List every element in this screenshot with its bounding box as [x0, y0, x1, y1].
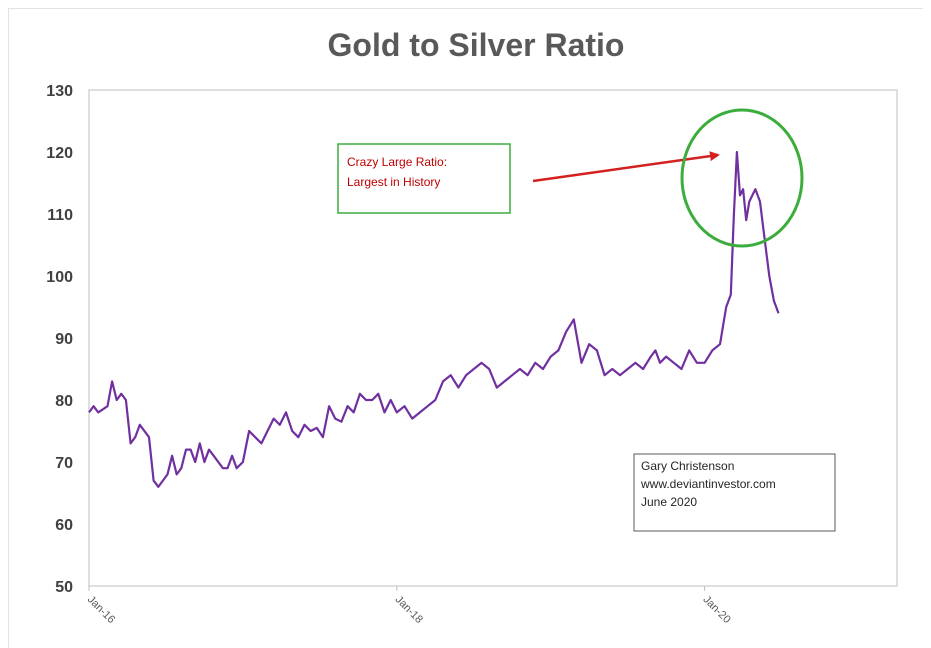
x-axis-ticks: Jan-16 Jan-18 Jan-20 — [85, 586, 733, 626]
credit-text-line-2: www.deviantinvestor.com — [640, 477, 776, 491]
y-tick-label: 120 — [46, 145, 73, 162]
callout-arrow — [532, 151, 720, 183]
chart-frame — [8, 8, 923, 648]
y-tick-label: 70 — [55, 455, 73, 472]
x-tick-label: Jan-16 — [85, 594, 117, 626]
y-axis-ticks: 50 60 70 80 90 100 110 120 130 — [46, 83, 73, 596]
x-tick-label: Jan-20 — [700, 594, 732, 626]
highlight-circle — [680, 108, 804, 248]
y-tick-label: 90 — [55, 331, 73, 348]
x-tick-label: Jan-18 — [393, 594, 425, 626]
y-tick-label: 60 — [55, 517, 73, 534]
y-tick-label: 110 — [47, 207, 73, 224]
callout-text-line-2: Largest in History — [347, 175, 440, 189]
callout-text-line-1: Crazy Large Ratio: — [347, 155, 447, 169]
y-tick-label: 130 — [46, 83, 73, 100]
y-tick-label: 100 — [46, 269, 73, 286]
credit-box — [633, 453, 836, 532]
credit-text-line-3: June 2020 — [641, 495, 697, 509]
credit-text-line-1: Gary Christenson — [641, 459, 734, 473]
y-tick-label: 50 — [55, 579, 73, 596]
series-layer — [88, 150, 780, 488]
series-line — [88, 150, 780, 488]
chart-title: Gold to Silver Ratio — [328, 27, 625, 63]
y-tick-label: 80 — [55, 393, 73, 410]
callout-box — [337, 143, 511, 214]
